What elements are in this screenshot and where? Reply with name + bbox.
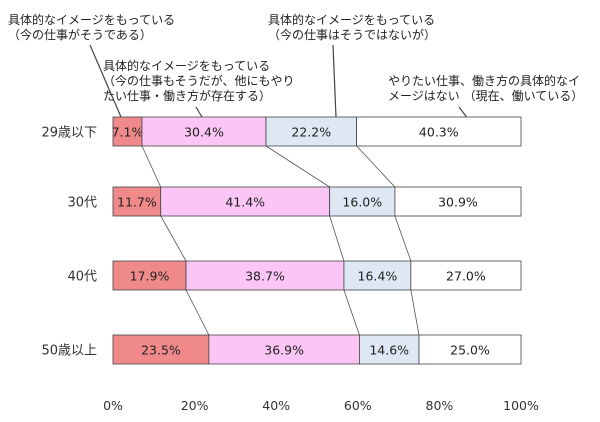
x-tick-label: 40% bbox=[262, 398, 290, 413]
data-label: 36.9% bbox=[264, 343, 304, 358]
bar-segment bbox=[418, 334, 522, 365]
bar-segment bbox=[208, 334, 360, 365]
connector-line bbox=[343, 289, 360, 336]
data-label: 40.3% bbox=[419, 125, 459, 140]
legend-annotation-3: 具体的なイメージをもっている （今の仕事はそうではないが） bbox=[268, 13, 437, 42]
bar-segment bbox=[359, 334, 420, 365]
x-tick-label: 60% bbox=[344, 398, 372, 413]
connector-line bbox=[356, 145, 396, 188]
data-label: 23.5% bbox=[141, 343, 181, 358]
callout-leader-line bbox=[89, 44, 122, 118]
bar-segment bbox=[265, 116, 357, 147]
connector-line bbox=[185, 289, 210, 336]
callout-leader-line bbox=[332, 44, 337, 118]
bar-segment bbox=[160, 186, 331, 217]
data-label: 14.6% bbox=[369, 343, 409, 358]
x-tick-label: 100% bbox=[503, 398, 539, 413]
data-label: 7.1% bbox=[112, 125, 144, 140]
data-label: 16.0% bbox=[342, 195, 382, 210]
bar-segment bbox=[343, 260, 412, 291]
connector-line bbox=[329, 215, 345, 262]
data-label: 27.0% bbox=[446, 269, 486, 284]
data-label: 17.9% bbox=[130, 269, 170, 284]
connector-line bbox=[160, 215, 187, 262]
bar-segment bbox=[112, 334, 210, 365]
data-label: 25.0% bbox=[450, 343, 490, 358]
category-label: 30代 bbox=[67, 196, 97, 211]
bar-segment bbox=[356, 116, 522, 147]
data-label: 11.7% bbox=[117, 195, 157, 210]
category-label: 29歳以下 bbox=[41, 126, 97, 141]
legend-annotation-4: やりたい仕事、働き方の具体的なイ メージはない （現在、働いている） bbox=[388, 74, 584, 103]
legend-annotation-2: 具体的なイメージをもっている （今の仕事もそうだが、他にもやり たい仕事・働き方… bbox=[103, 59, 295, 103]
category-label: 50歳以上 bbox=[41, 344, 97, 359]
bar-segment bbox=[185, 260, 345, 291]
bar-segment bbox=[410, 260, 522, 291]
x-tick-label: 0% bbox=[103, 398, 123, 413]
data-label: 30.9% bbox=[438, 195, 478, 210]
x-tick-label: 80% bbox=[426, 398, 454, 413]
data-label: 16.4% bbox=[358, 269, 398, 284]
callout-leader-line bbox=[458, 106, 468, 118]
bar-segment bbox=[112, 260, 187, 291]
connector-line bbox=[141, 145, 162, 188]
data-label: 38.7% bbox=[245, 269, 285, 284]
legend-annotation-1: 具体的なイメージをもっている （今の仕事がそうである） bbox=[8, 13, 176, 42]
data-label: 30.4% bbox=[184, 125, 224, 140]
bar-segment bbox=[141, 116, 267, 147]
category-label: 40代 bbox=[67, 270, 97, 285]
data-label: 22.2% bbox=[291, 125, 331, 140]
bar-segment bbox=[394, 186, 522, 217]
x-tick-label: 20% bbox=[181, 398, 209, 413]
connector-line bbox=[265, 145, 330, 188]
connector-line bbox=[394, 215, 412, 262]
data-label: 41.4% bbox=[225, 195, 265, 210]
connector-line bbox=[410, 289, 420, 336]
callout-leader-line bbox=[195, 106, 203, 118]
